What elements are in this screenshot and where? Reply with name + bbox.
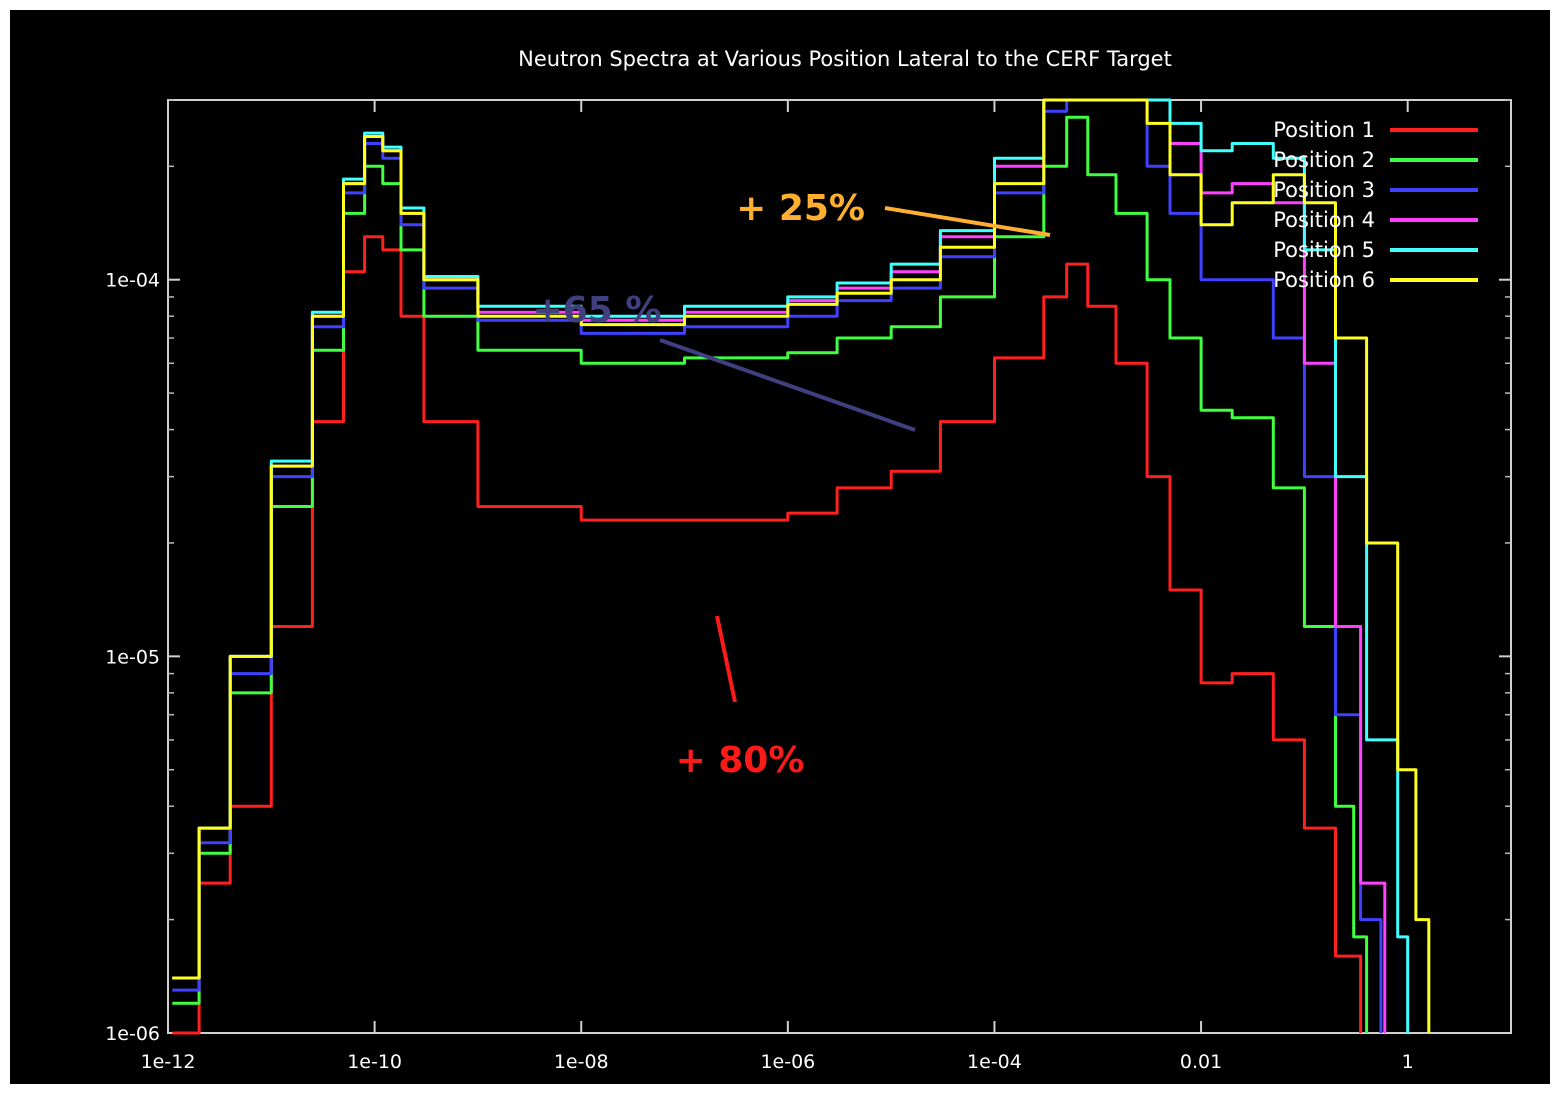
- chart-title: Neutron Spectra at Various Position Late…: [518, 47, 1172, 71]
- series-line-position-3: [172, 98, 1383, 1033]
- series-layer: [172, 98, 1431, 1035]
- series-line-position-5: [172, 98, 1410, 1033]
- y-tick-label: 1e-04: [105, 270, 160, 292]
- x-tick-label: 1e-06: [760, 1051, 815, 1073]
- annotation-label: + 80%: [676, 740, 805, 781]
- annotation-pointer: [659, 338, 916, 432]
- annotation-pointer: [884, 206, 1051, 237]
- legend-label: Position 4: [1273, 208, 1375, 232]
- y-tick-label: 1e-06: [105, 1023, 160, 1045]
- neutron-spectra-chart: Neutron Spectra at Various Position Late…: [105, 47, 1512, 1073]
- legend-label: Position 3: [1273, 178, 1375, 202]
- x-tick-label: 1: [1402, 1051, 1414, 1073]
- series-line-position-4: [172, 98, 1387, 1033]
- annotations: + 25% +65 % + 80%: [533, 188, 1051, 781]
- x-tick-label: 1e-10: [347, 1051, 402, 1073]
- legend-label: Position 5: [1273, 238, 1375, 262]
- y-tick-label: 1e-05: [105, 646, 160, 668]
- series-line-position-1: [172, 235, 1363, 1035]
- legend: Position 1 Position 2 Position 3 Position 4…: [1273, 118, 1478, 292]
- legend-label: Position 6: [1273, 268, 1375, 292]
- x-tick-label: 0.01: [1180, 1051, 1222, 1073]
- series-line-position-2: [172, 115, 1369, 1033]
- plot-area-border: [167, 99, 1512, 1034]
- chart-frame: Neutron Spectra at Various Position Late…: [10, 10, 1550, 1084]
- x-tick-label: 1e-12: [141, 1051, 196, 1073]
- annotation-label: +65 %: [533, 290, 662, 331]
- legend-label: Position 1: [1273, 118, 1375, 142]
- x-tick-label: 1e-08: [554, 1051, 609, 1073]
- x-tick-label: 1e-04: [967, 1051, 1022, 1073]
- annotation-pointer: [715, 615, 737, 703]
- legend-label: Position 2: [1273, 148, 1375, 172]
- series-line-position-6: [172, 98, 1431, 1033]
- annotation-label: + 25%: [736, 188, 865, 229]
- axis-ticks: 1e-12 1e-10 1e-08 1e-06 1e-04 0.01 1 1e-06 1e-05…: [105, 99, 1511, 1073]
